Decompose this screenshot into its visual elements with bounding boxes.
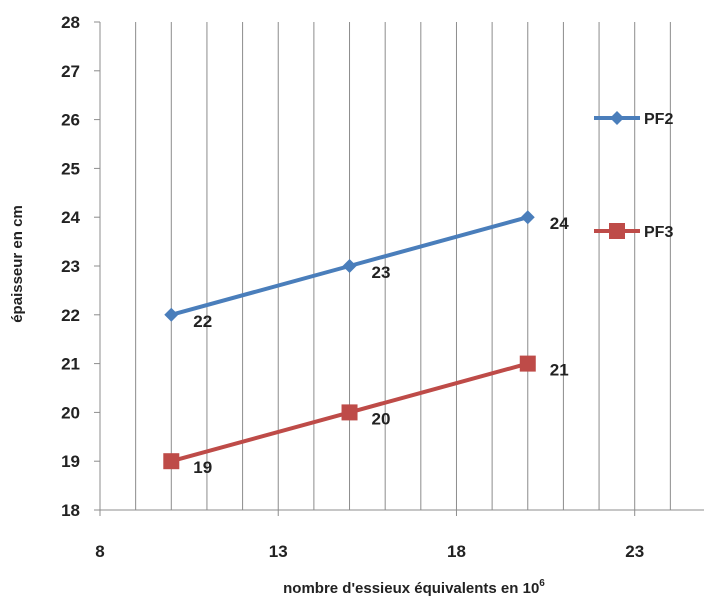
y-tick-label: 23	[61, 257, 80, 276]
x-axis-ticks: 8 13 18 23	[95, 510, 644, 561]
legend-label: PF2	[644, 111, 673, 128]
series-pf2: 22 23 24	[164, 210, 569, 331]
y-tick-label: 20	[61, 403, 80, 422]
legend-label: PF3	[644, 224, 673, 241]
data-point-marker	[163, 453, 180, 470]
data-label: 20	[372, 409, 391, 428]
x-axis-title-exponent: 6	[539, 578, 545, 589]
data-point-marker	[520, 210, 535, 225]
x-axis-title: nombre d'essieux équivalents en 106	[283, 578, 545, 597]
legend: PF2 PF3	[594, 111, 673, 241]
y-axis-ticks: 18 19 20 21 22 23 24 25 26 27 28	[61, 13, 100, 520]
x-tick-label: 13	[269, 542, 288, 561]
y-tick-label: 25	[61, 159, 80, 178]
data-label: 24	[550, 214, 569, 233]
data-label: 19	[193, 458, 212, 477]
x-axis-title-text: nombre d'essieux équivalents en 10	[283, 580, 539, 597]
series-layer: 22 23 24 19 20 21	[163, 210, 569, 477]
x-tick-label: 18	[447, 542, 466, 561]
data-point-marker	[164, 307, 179, 322]
x-tick-label: 23	[625, 542, 644, 561]
data-point-marker	[342, 259, 357, 273]
data-label: 23	[372, 263, 391, 282]
legend-marker	[609, 223, 625, 239]
legend-item-pf2: PF2	[594, 111, 673, 128]
data-label: 21	[550, 361, 569, 380]
data-point-marker	[519, 355, 536, 372]
y-tick-label: 28	[61, 13, 80, 32]
y-tick-label: 19	[61, 452, 80, 471]
series-pf3: 19 20 21	[163, 355, 569, 477]
x-tick-label: 8	[95, 542, 104, 561]
y-tick-label: 24	[61, 208, 80, 227]
y-tick-label: 27	[61, 62, 80, 81]
data-point-marker	[341, 404, 358, 421]
y-axis-title: épaisseur en cm	[9, 205, 26, 323]
y-tick-label: 21	[61, 355, 80, 374]
data-label: 22	[193, 312, 212, 331]
legend-marker	[610, 111, 624, 125]
y-tick-label: 26	[61, 111, 80, 130]
y-tick-label: 22	[61, 306, 80, 325]
legend-item-pf3: PF3	[594, 223, 673, 241]
y-tick-label: 18	[61, 501, 80, 520]
grid	[99, 22, 704, 511]
